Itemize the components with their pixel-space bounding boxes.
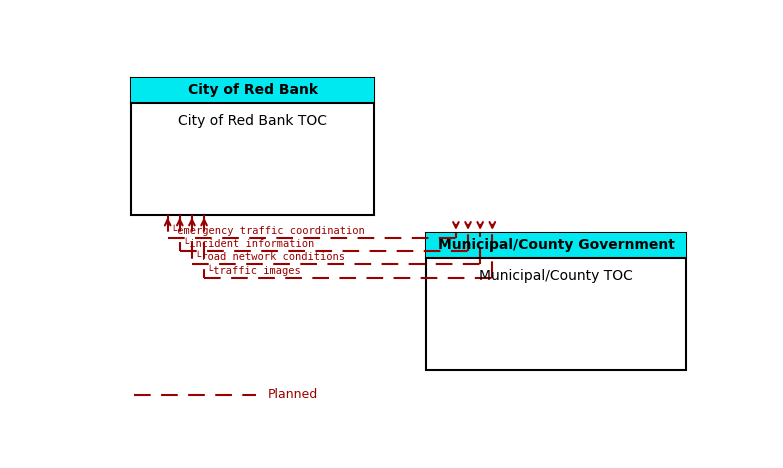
Text: City of Red Bank TOC: City of Red Bank TOC: [178, 114, 327, 128]
Text: └traffic images: └traffic images: [207, 264, 301, 276]
Text: Planned: Planned: [268, 388, 318, 402]
Text: └emergency traffic coordination: └emergency traffic coordination: [171, 225, 364, 236]
Text: └incident information: └incident information: [183, 239, 314, 249]
Bar: [132, 78, 374, 215]
Bar: [426, 233, 687, 258]
Bar: [426, 233, 687, 370]
Bar: [132, 78, 374, 103]
Text: └road network conditions: └road network conditions: [195, 252, 345, 262]
Text: Municipal/County Government: Municipal/County Government: [438, 238, 674, 252]
Text: City of Red Bank: City of Red Bank: [188, 83, 318, 97]
Text: Municipal/County TOC: Municipal/County TOC: [479, 269, 633, 283]
